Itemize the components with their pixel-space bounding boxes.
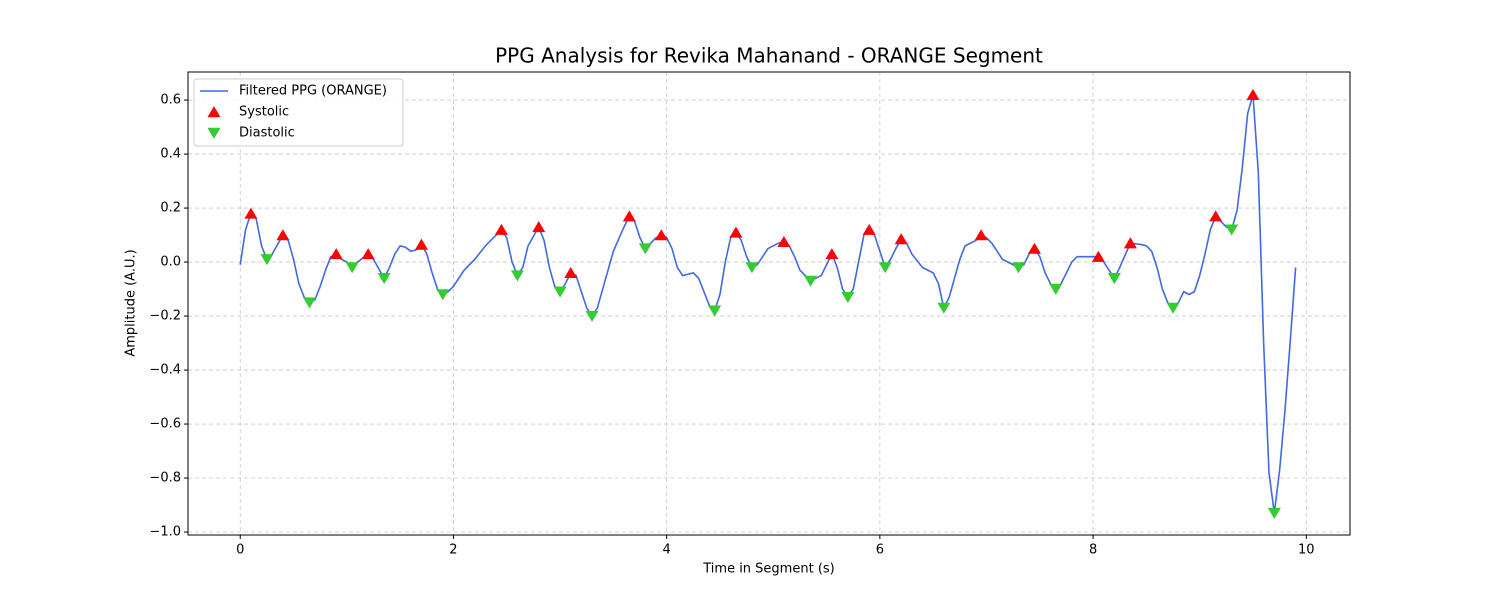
peak-marker xyxy=(494,223,508,235)
legend-label: Systolic xyxy=(239,105,289,120)
x-tick-label: 2 xyxy=(449,543,457,558)
peak-marker xyxy=(553,286,567,298)
peak-marker xyxy=(414,238,428,250)
peak-marker xyxy=(1209,210,1223,222)
peak-marker xyxy=(638,243,652,255)
peak-marker xyxy=(276,229,290,241)
peak-marker xyxy=(878,262,892,274)
peak-marker xyxy=(974,229,988,241)
peak-marker xyxy=(937,302,951,314)
peak-marker xyxy=(1091,250,1105,262)
peak-marker xyxy=(510,270,524,282)
peak-marker xyxy=(303,297,317,309)
x-axis-label: Time in Segment (s) xyxy=(702,562,834,577)
x-tick-label: 0 xyxy=(236,543,244,558)
x-tick-label: 6 xyxy=(876,543,884,558)
y-tick-label: −0.6 xyxy=(149,417,181,432)
chart-title: PPG Analysis for Revika Mahanand - ORANG… xyxy=(495,44,1043,68)
peak-marker xyxy=(1246,88,1260,100)
peak-marker xyxy=(585,310,599,322)
peak-marker xyxy=(777,235,791,248)
legend-marker xyxy=(207,106,221,118)
y-tick-label: 0.2 xyxy=(160,201,181,216)
peak-marker xyxy=(1267,507,1281,519)
y-tick-label: 0.4 xyxy=(160,147,181,162)
legend-label: Diastolic xyxy=(239,126,295,141)
peak-marker xyxy=(1049,283,1063,295)
peak-marker xyxy=(804,275,818,287)
peak-marker xyxy=(1027,242,1041,254)
y-tick-label: 0.0 xyxy=(160,255,181,270)
legend-label: Filtered PPG (ORANGE) xyxy=(239,84,387,99)
peak-marker xyxy=(361,248,375,260)
peak-marker xyxy=(745,262,759,274)
y-tick-label: −1.0 xyxy=(149,525,181,540)
peak-marker xyxy=(729,226,743,238)
peak-marker xyxy=(1123,237,1137,249)
peak-marker xyxy=(564,267,578,279)
peak-marker xyxy=(345,262,359,274)
peak-marker xyxy=(532,221,546,233)
plot-frame xyxy=(187,71,1351,536)
y-tick-label: −0.8 xyxy=(149,471,181,486)
legend-box xyxy=(193,78,404,147)
x-tick-label: 8 xyxy=(1089,543,1097,558)
peak-marker xyxy=(244,207,258,219)
y-tick-label: −0.2 xyxy=(149,309,181,324)
ppg-line xyxy=(239,94,1297,514)
peak-marker xyxy=(708,305,722,317)
peak-marker xyxy=(825,248,839,260)
x-tick-label: 4 xyxy=(663,543,671,558)
peak-marker xyxy=(1107,273,1121,285)
y-tick-label: 0.6 xyxy=(160,93,181,108)
y-axis-label: Amplitude (A.U.) xyxy=(124,249,139,356)
peak-marker xyxy=(841,291,855,304)
peak-marker xyxy=(377,273,391,285)
peak-marker xyxy=(436,289,450,301)
peak-marker xyxy=(1166,302,1180,314)
peak-marker xyxy=(622,210,636,222)
peak-marker xyxy=(260,254,274,266)
peak-marker xyxy=(329,248,343,260)
peak-marker xyxy=(654,229,668,241)
peak-marker xyxy=(894,233,908,245)
x-tick-label: 10 xyxy=(1298,543,1315,558)
y-tick-label: −0.4 xyxy=(149,363,181,378)
peak-marker xyxy=(862,223,876,235)
peak-marker xyxy=(1225,224,1239,236)
peak-marker xyxy=(1011,262,1025,274)
legend-marker xyxy=(207,127,221,139)
